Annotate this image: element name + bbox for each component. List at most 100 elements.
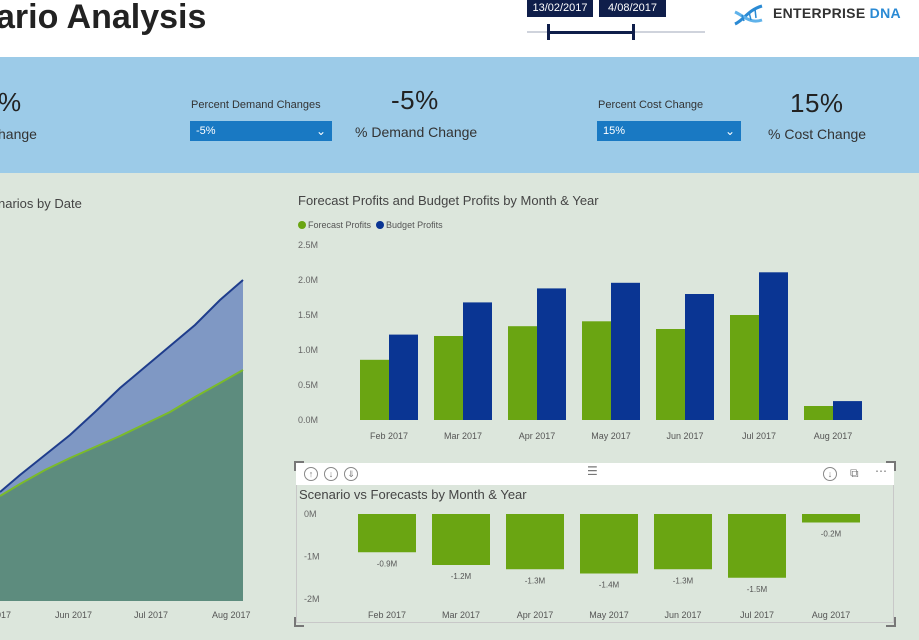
x-tick-label: Mar 2017 (442, 610, 480, 620)
legend-forecast-label: Forecast Profits (308, 220, 372, 230)
demand-kpi-label: % Demand Change (355, 124, 478, 140)
x-tick-label: Apr 2017 (519, 431, 556, 441)
demand-dropdown-value: -5% (196, 125, 216, 137)
area-x-label: Jun 2017 (55, 610, 92, 620)
data-label: -1.2M (451, 572, 472, 581)
dna-logo-icon (734, 4, 763, 26)
x-tick-label: Jul 2017 (742, 431, 776, 441)
forecast-line (0, 369, 244, 497)
data-label: -1.4M (599, 581, 620, 590)
area-x-label: 017 (0, 610, 11, 620)
scenario-bar-chart: 0M -1M -2M -0.9M Feb 2017 -1.2M Mar 2017 -1.3M A… (304, 509, 860, 620)
drill-up-icon[interactable]: ↑ (304, 467, 318, 481)
logo-enterprise: ENTERPRISE (773, 5, 866, 21)
bar-forecast (508, 326, 537, 420)
demand-kpi-value: -5% (391, 85, 439, 115)
x-tick-label: Jul 2017 (740, 610, 774, 620)
drill-down-icon[interactable]: ↓ (324, 467, 338, 481)
cost-kpi-label: % Cost Change (768, 126, 867, 142)
date-slider-end-handle[interactable] (632, 24, 635, 40)
x-tick-label: Aug 2017 (814, 431, 853, 441)
visual-header: ↑ ↓ ⇓ ☰ ↓ ⧉ ⋯ (296, 463, 894, 485)
budget-line (0, 279, 244, 493)
bar-budget (833, 401, 862, 420)
bar-scenario (432, 514, 490, 565)
data-label: -0.2M (821, 530, 842, 539)
forecast-area (0, 370, 243, 601)
x-tick-label: Aug 2017 (812, 610, 851, 620)
resize-corner[interactable] (886, 617, 896, 627)
expand-hierarchy-icon[interactable]: ⇓ (344, 467, 358, 481)
chevron-down-icon: ⌄ (315, 124, 326, 138)
profits-bar-chart: 0.0M 0.5M 1.0M 1.5M 2.0M 2.5M Feb 2017 Mar 2017… (298, 240, 862, 441)
cost-dropdown[interactable]: 15% ⌄ (597, 121, 741, 141)
date-start-box[interactable]: 13/02/2017 (527, 0, 593, 17)
bar-forecast (730, 315, 759, 420)
cost-slicer-title: Percent Cost Change (598, 99, 704, 111)
legend-budget-dot (376, 221, 385, 229)
y-tick-label: 0.5M (298, 380, 318, 390)
resize-corner[interactable] (294, 617, 304, 627)
data-label: -1.5M (747, 585, 768, 594)
x-tick-label: May 2017 (591, 431, 631, 441)
demand-slicer-title: Percent Demand Changes (191, 99, 321, 111)
kpi-left-value: % (0, 87, 22, 117)
report-header: ario Analysis 13/02/2017 4/08/2017 ENTER… (0, 0, 919, 57)
bar-budget (611, 282, 640, 420)
y-tick-label: 2.5M (298, 240, 318, 250)
more-options-icon[interactable]: ⋯ (875, 464, 887, 478)
cost-kpi-value: 15% (790, 88, 844, 118)
y-tick-label: -1M (304, 552, 320, 562)
bar-scenario (728, 514, 786, 578)
bar-forecast (360, 359, 389, 420)
date-end-box[interactable]: 4/08/2017 (599, 0, 666, 17)
data-label: -1.3M (673, 576, 694, 585)
bar-scenario (580, 514, 638, 574)
bar-forecast (656, 329, 685, 420)
bar-scenario (654, 514, 712, 570)
kpi-band: % hange Percent Demand Changes -5% ⌄ -5%… (0, 57, 919, 173)
area-chart-title: narios by Date (0, 196, 82, 211)
data-label: -1.3M (525, 576, 546, 585)
area-x-label: Jul 2017 (134, 610, 168, 620)
page-title: ario Analysis (0, 0, 207, 36)
brand-logo: ENTERPRISE DNA (773, 5, 901, 21)
scenario-chart-title: Scenario vs Forecasts by Month & Year (299, 487, 527, 502)
legend-budget-label: Budget Profits (386, 220, 443, 230)
bar-forecast (582, 321, 611, 420)
y-tick-label: 0.0M (298, 415, 318, 425)
resize-corner[interactable] (886, 461, 896, 471)
drag-handle-icon[interactable]: ☰ (587, 464, 598, 478)
data-label: -0.9M (377, 559, 398, 568)
date-slider-start-handle[interactable] (547, 24, 550, 40)
bar-forecast (804, 406, 833, 420)
resize-corner[interactable] (294, 461, 304, 471)
area-chart: 017 Jun 2017 Jul 2017 Aug 2017 (0, 279, 251, 620)
bar-scenario (358, 514, 416, 553)
x-tick-label: Jun 2017 (666, 431, 703, 441)
bar-forecast (434, 336, 463, 420)
x-tick-label: Jun 2017 (664, 610, 701, 620)
focus-mode-icon[interactable]: ⧉ (850, 466, 859, 480)
y-tick-label: -2M (304, 594, 320, 604)
cost-dropdown-value: 15% (603, 125, 626, 137)
logo-dna: DNA (869, 5, 901, 21)
kpi-left-label: hange (0, 126, 37, 142)
bar-budget (463, 302, 492, 420)
area-x-label: Aug 2017 (212, 610, 251, 620)
profits-chart-title: Forecast Profits and Budget Profits by M… (298, 193, 599, 208)
drill-mode-icon[interactable]: ↓ (823, 467, 837, 481)
bar-scenario (802, 514, 860, 523)
bar-scenario (506, 514, 564, 570)
bar-budget (759, 272, 788, 420)
legend-forecast-dot (298, 221, 306, 229)
demand-dropdown[interactable]: -5% ⌄ (190, 121, 332, 141)
y-tick-label: 0M (304, 509, 317, 519)
y-tick-label: 2.0M (298, 275, 318, 285)
x-tick-label: Feb 2017 (370, 431, 408, 441)
x-tick-label: Mar 2017 (444, 431, 482, 441)
x-tick-label: Apr 2017 (517, 610, 554, 620)
y-tick-label: 1.5M (298, 310, 318, 320)
x-tick-label: May 2017 (589, 610, 629, 620)
bar-budget (537, 288, 566, 420)
